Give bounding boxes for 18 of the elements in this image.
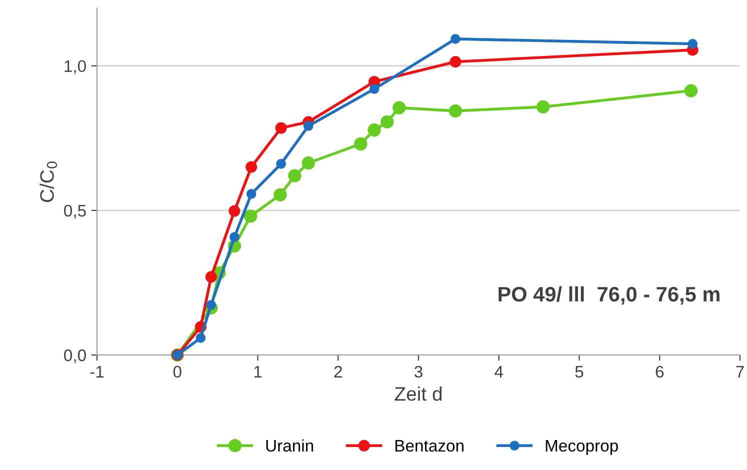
y-axis-title: C/C$_{0}$: [40, 162, 58, 202]
x-tick-label: 5: [575, 366, 584, 378]
x-tick-label: 4: [494, 366, 504, 378]
x-tick-label: 2: [334, 366, 342, 378]
legend-label: Bentazon: [395, 440, 464, 452]
x-tick-label: 0: [173, 366, 182, 378]
x-tick-label: 7: [736, 366, 744, 378]
x-tick-label: 6: [656, 366, 664, 378]
legend-label: Uranin: [266, 439, 314, 452]
x-axis-title: Zeit d: [394, 386, 442, 401]
y-tick-label: 1,0: [64, 60, 86, 74]
x-tick-label: -1: [90, 366, 104, 378]
y-tick-label: 0,0: [64, 349, 86, 364]
legend-label: Mecoprop: [546, 440, 618, 455]
annotation: PO 49/ lll 76,0 - 76,5 m: [498, 286, 720, 305]
y-tick-label: 0,5: [64, 204, 86, 219]
x-tick-label: 1: [254, 366, 262, 378]
x-tick-label: 3: [414, 366, 422, 378]
